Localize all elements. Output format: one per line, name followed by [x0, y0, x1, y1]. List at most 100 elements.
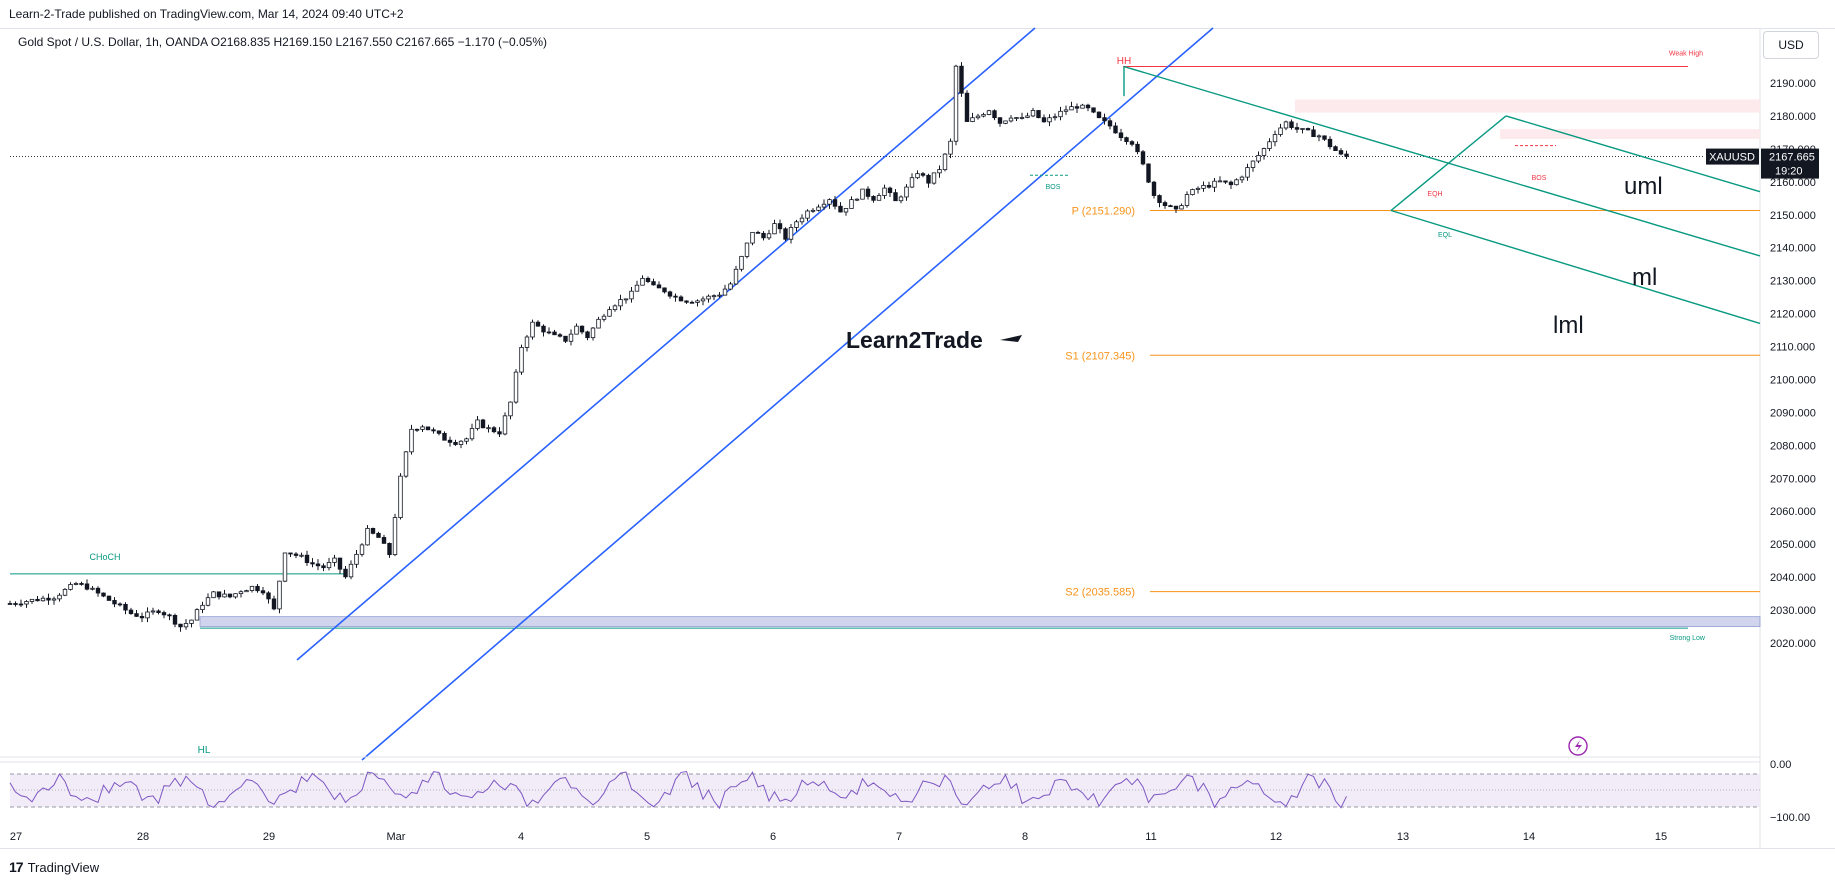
candle-body: [288, 552, 293, 555]
candle-body: [898, 196, 904, 202]
candle-body: [1245, 167, 1250, 178]
candle-body: [645, 277, 651, 283]
candle-body: [508, 401, 513, 417]
candle-body: [689, 301, 695, 304]
candle-body: [1135, 143, 1140, 153]
candle-body: [733, 268, 739, 285]
price-badge-countdown: 19:20: [1775, 166, 1803, 178]
candle-body: [46, 597, 51, 601]
candle-body: [1228, 181, 1234, 186]
candle-body: [860, 188, 865, 200]
candle-body: [810, 209, 816, 212]
candle-body: [106, 595, 112, 601]
candle-body: [205, 597, 211, 606]
candle-body: [1047, 117, 1052, 123]
candle-body: [35, 598, 40, 602]
candle-body: [541, 325, 546, 333]
candle-body: [1195, 187, 1201, 190]
price-badge-value: 2167.665: [1769, 152, 1815, 164]
candle-body: [480, 419, 486, 429]
candle-body: [387, 543, 392, 556]
candle-body: [662, 287, 667, 293]
candle-body: [964, 92, 970, 122]
y-tick-label: 2020.000: [1770, 638, 1816, 650]
candle-body: [1289, 121, 1294, 128]
candle-body: [667, 291, 673, 297]
candle-body: [112, 600, 117, 605]
candle-body: [607, 309, 612, 317]
level-label: Weak High: [1669, 51, 1703, 58]
candle-body: [788, 227, 794, 240]
candle-body: [40, 597, 46, 602]
x-tick-label: Mar: [387, 831, 406, 843]
candle-body: [530, 321, 535, 338]
candle-body: [634, 284, 640, 292]
candle-body: [1250, 160, 1256, 168]
candle-body: [90, 587, 95, 590]
currency-button[interactable]: USD: [1763, 31, 1819, 59]
candle-body: [436, 430, 442, 434]
candle-body: [1019, 117, 1025, 119]
pitchfork-upper-line: [1505, 115, 1761, 193]
candle-body: [766, 233, 772, 239]
candle-body: [1118, 132, 1124, 139]
x-tick-label: 8: [1022, 831, 1028, 843]
candle-body: [640, 277, 645, 286]
candle-body: [68, 584, 73, 590]
candle-body: [51, 598, 57, 601]
candle-body: [937, 169, 942, 174]
candle-body: [260, 590, 266, 594]
candle-body: [1300, 128, 1305, 130]
candle-body: [293, 553, 299, 556]
x-tick-label: 5: [644, 831, 650, 843]
x-tick-label: 4: [518, 831, 524, 843]
y-tick-label: 2180.000: [1770, 111, 1816, 123]
x-tick-label: 6: [770, 831, 776, 843]
candle-body: [73, 583, 79, 585]
candle-body: [926, 174, 931, 184]
candle-body: [1074, 106, 1080, 109]
y-tick-label: 2140.000: [1770, 243, 1816, 255]
candle-body: [497, 431, 502, 435]
pitchfork-base: [1390, 115, 1507, 212]
candle-body: [1212, 180, 1217, 188]
candle-body: [783, 228, 788, 240]
x-tick-label: 7: [896, 831, 902, 843]
candle-body: [986, 110, 992, 115]
candle-body: [557, 334, 563, 337]
candle-body: [425, 426, 431, 431]
candle-body: [931, 172, 937, 184]
candle-body: [315, 563, 321, 567]
candle-body: [1058, 110, 1063, 118]
candle-body: [755, 231, 761, 234]
candle-body: [563, 335, 568, 342]
candle-body: [337, 557, 343, 570]
structure-annotation: BOS: [1532, 175, 1547, 182]
candle-body: [1014, 117, 1019, 119]
candle-body: [134, 613, 139, 617]
candle-body: [117, 603, 123, 606]
candle-body: [1113, 125, 1118, 134]
candle-body: [502, 415, 508, 435]
candle-body: [238, 591, 244, 595]
candle-body: [1316, 135, 1322, 138]
level-label: S1 (2107.345): [1065, 350, 1135, 362]
candle-body: [970, 117, 975, 122]
level-label: P (2151.290): [1072, 206, 1135, 218]
level-label: Strong Low: [1670, 635, 1706, 642]
candle-body: [1190, 189, 1195, 195]
candle-body: [794, 221, 799, 228]
candle-body: [1003, 120, 1008, 124]
resistance-zone: [1295, 99, 1760, 113]
y-tick-label: 2190.000: [1770, 78, 1816, 90]
y-tick-label: 2120.000: [1770, 309, 1816, 321]
candle-body: [1338, 150, 1344, 155]
candle-body: [612, 305, 618, 311]
candle-body: [310, 562, 315, 565]
osc-tick-label: −100.00: [1770, 812, 1810, 824]
structure-annotation: EQH: [1427, 191, 1442, 198]
candle-body: [304, 554, 310, 564]
candle-body: [255, 585, 260, 592]
candle-body: [1146, 163, 1151, 183]
